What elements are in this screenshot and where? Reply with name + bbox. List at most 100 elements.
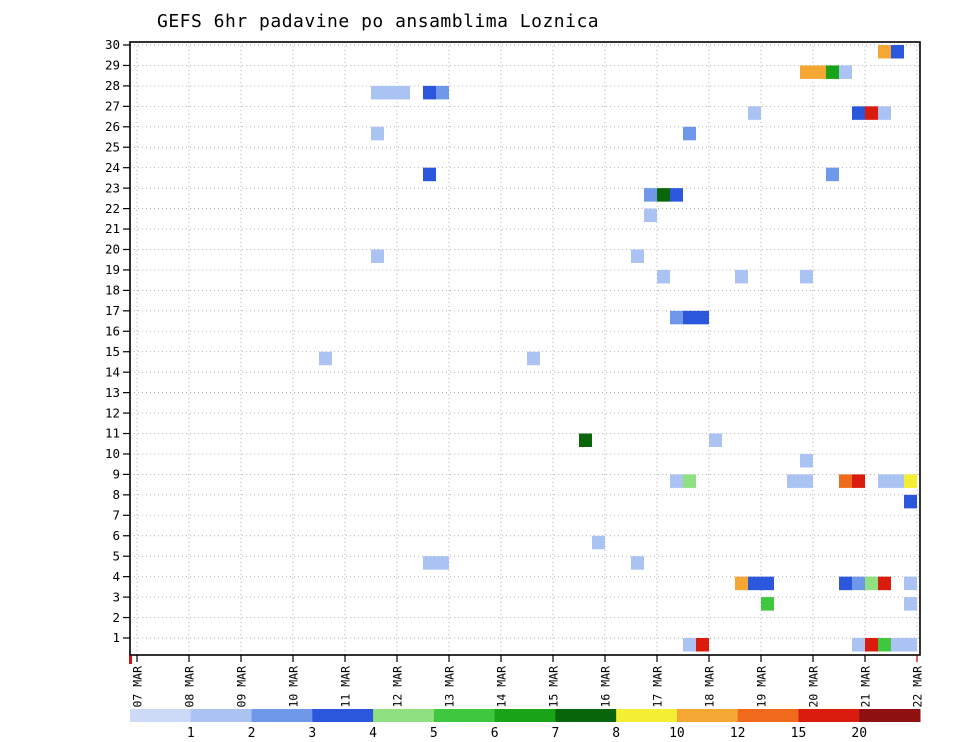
precip-cell [878, 474, 891, 488]
colorbar-segment [373, 709, 435, 722]
x-tick-label: 21 MAR [859, 666, 873, 708]
y-tick-label: 26 [105, 119, 120, 134]
x-tick-label: 22 MAR [911, 666, 925, 708]
y-tick-label: 29 [105, 58, 120, 73]
precip-cell [865, 576, 878, 591]
precip-cell [748, 576, 761, 591]
precip-cell [852, 474, 865, 488]
precip-cell [800, 269, 813, 284]
colorbar: 1 2 3 4 5 6 7 8 10 12 15 20 [130, 709, 921, 741]
precip-cell [839, 474, 852, 488]
plot-frame [129, 41, 921, 656]
y-tick-label: 3 [112, 589, 120, 604]
precip-cell [839, 576, 852, 591]
precip-cell [800, 453, 813, 468]
precip-cell [904, 576, 917, 591]
precip-cell [696, 638, 709, 652]
y-tick-label: 17 [105, 303, 120, 318]
precip-cell [826, 167, 839, 182]
y-tick-label: 5 [112, 548, 120, 563]
x-axis: 07 MAR 08 MAR 09 MAR 10 MAR 11 MAR 12 MAR 13 M… [129, 655, 925, 708]
y-tick-label: 23 [105, 180, 120, 195]
precip-cell [371, 249, 384, 263]
precip-cell [683, 126, 696, 141]
colorbar-segment [616, 709, 678, 722]
precip-cell [865, 638, 878, 652]
y-tick-label: 15 [105, 344, 120, 359]
x-tick-label: 20 MAR [807, 666, 821, 708]
y-tick-label: 21 [105, 221, 120, 236]
precip-cell [436, 556, 449, 570]
precip-cell [579, 433, 592, 448]
precip-cell [397, 85, 410, 100]
y-tick-label: 10 [105, 446, 120, 461]
precip-cell [436, 85, 449, 100]
precip-cell [904, 474, 917, 488]
colorbar-tick-label: 20 [851, 726, 867, 741]
colorbar-tick-label: 1 [187, 726, 195, 741]
precip-cell [904, 494, 917, 509]
y-tick-label: 16 [105, 323, 120, 338]
x-tick-label: 19 MAR [755, 666, 769, 708]
precip-cell [865, 106, 878, 120]
y-tick-label: 14 [105, 364, 120, 379]
colorbar-tick-label: 3 [308, 726, 316, 741]
precip-cell [735, 576, 748, 591]
precip-cell [657, 269, 670, 284]
precip-cell [683, 310, 696, 325]
precip-cell [371, 85, 384, 100]
colorbar-tick-label: 7 [551, 726, 559, 741]
precip-cell [904, 597, 917, 611]
precip-cell [631, 556, 644, 570]
precip-cell [592, 535, 605, 550]
precip-cell [423, 556, 436, 570]
precip-cell [735, 269, 748, 284]
precip-cell [670, 188, 683, 202]
precip-cell [761, 576, 774, 591]
precip-cell [878, 106, 891, 120]
precip-cell [423, 85, 436, 100]
y-tick-label: 9 [112, 467, 120, 482]
y-tick-label: 18 [105, 283, 120, 298]
y-tick-label: 8 [112, 487, 120, 502]
precip-cell [670, 474, 683, 488]
colorbar-segment [312, 709, 374, 722]
colorbar-segment [798, 709, 860, 722]
chart-title: GEFS 6hr padavine po ansamblima Loznica [157, 11, 599, 32]
x-tick-label: 17 MAR [651, 666, 665, 708]
precip-cell [527, 351, 540, 366]
colorbar-segment [433, 709, 496, 722]
y-tick-label: 12 [105, 405, 120, 420]
precip-cell [891, 45, 904, 59]
precip-cell [748, 106, 761, 120]
y-tick-label: 27 [105, 99, 120, 114]
precip-cell [891, 474, 904, 488]
x-tick-label: 08 MAR [183, 666, 197, 708]
precip-cell [852, 106, 865, 120]
colorbar-segment [130, 709, 192, 722]
x-tick-label: 14 MAR [495, 666, 509, 708]
x-tick-label: 16 MAR [599, 666, 613, 708]
y-tick-label: 20 [105, 242, 120, 257]
precip-cell [644, 208, 657, 223]
precip-cell [423, 167, 436, 182]
precip-cell [852, 576, 865, 591]
y-tick-label: 13 [105, 385, 120, 400]
colorbar-segment [859, 709, 921, 722]
y-tick-label: 25 [105, 139, 120, 154]
colorbar-tick-label: 2 [248, 726, 256, 741]
colorbar-segment [676, 709, 739, 722]
colorbar-tick-label: 12 [730, 726, 746, 741]
x-tick-label: 10 MAR [287, 666, 301, 708]
colorbar-tick-label: 10 [669, 726, 685, 741]
precip-cell [787, 474, 800, 488]
y-tick-label: 11 [105, 426, 120, 441]
colorbar-tick-label: 15 [791, 726, 807, 741]
x-tick-label: 11 MAR [339, 666, 353, 708]
precip-cell [384, 85, 397, 100]
colorbar-tick-label: 4 [369, 726, 377, 741]
precip-cell [891, 638, 904, 652]
y-tick-label: 24 [105, 160, 120, 175]
